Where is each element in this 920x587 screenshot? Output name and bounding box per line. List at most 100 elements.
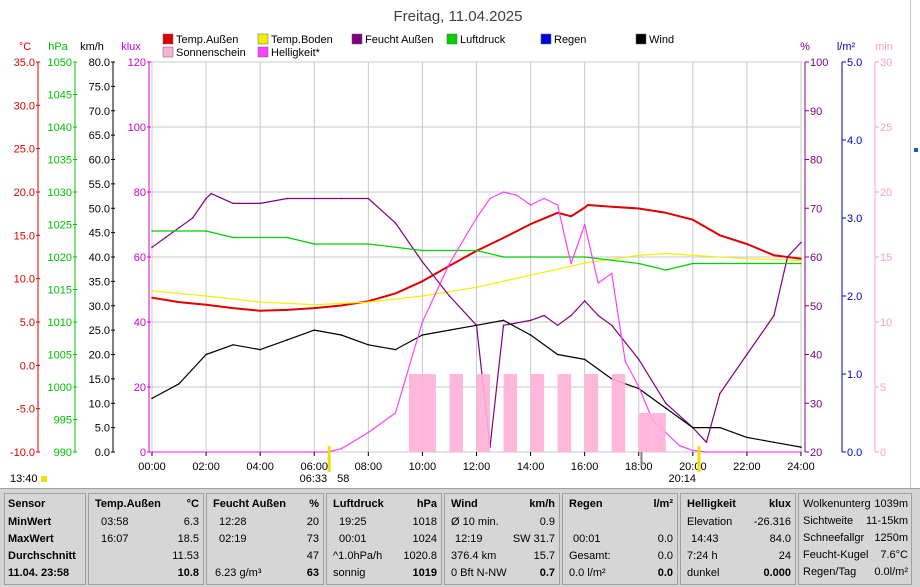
data-point [448,262,451,265]
axis-tick-temp: 10.0 [14,274,35,286]
data-point [529,274,532,277]
axis-tick-kmh: 5.0 [95,423,110,435]
sunshine-bar [408,374,423,452]
data-point [448,329,451,331]
data-point [151,296,153,299]
temp-header: Temp.Außen [95,498,161,510]
sunrise-min: 58 [337,473,349,485]
data-point [746,243,748,245]
data-point [564,239,567,242]
data-point [286,309,289,311]
data-point [191,217,194,219]
series-feuchtauen [151,193,802,448]
sunshine-bar [652,413,666,452]
axis-tick-pct: 40 [810,350,822,362]
axis-tick-hpa: 1040 [48,122,72,134]
axis-tick-klux: 100 [128,122,146,134]
axis-unit-min: min [875,41,893,53]
regen-header: Regen [569,498,603,510]
luft-unit: hPa [416,498,437,510]
right-scroll-strip[interactable] [910,0,920,488]
data-point [800,259,802,262]
data-point [475,286,478,289]
wind-current: 0.7 [539,567,555,579]
legend-label: Wind [649,34,674,46]
axis-tick-lm2: 0.0 [847,447,862,459]
strip-indicator [914,148,918,152]
data-point [232,307,234,309]
data-point [178,301,180,303]
sunshine-bar [449,374,463,452]
axis-tick-min: 25 [880,122,892,134]
axis-tick-temp: 0.0 [20,360,35,372]
data-point [286,197,289,200]
data-point [705,441,708,444]
stats-col-feucht: Feucht Außen % 12:28 20 02:19 73 47 6.23… [206,493,324,585]
feucht-header: Feucht Außen [213,498,286,510]
regen-day: 0.0 l/m² [569,567,606,579]
x-tick-label: 12:00 [463,461,491,473]
data-point [394,292,397,295]
axis-tick-kmh: 15.0 [89,374,110,386]
data-point [340,197,343,200]
data-point [258,309,261,312]
data-point [367,197,370,200]
data-point [692,254,694,257]
legend-swatch [540,33,552,45]
right-axes: %1009080706050403020l/m²5.04.03.02.01.00… [800,41,893,459]
sun-markers: 13:40 06:33 58 20:14 [10,446,701,485]
data-point [529,223,532,225]
data-point [597,314,599,317]
legend-swatch [257,46,269,58]
sunshine-bar [422,374,436,452]
luft-header: Luftdruck [333,498,384,510]
sunshine-bar [557,374,572,452]
feucht-avg: 47 [306,550,319,562]
axis-tick-pct: 60 [810,252,822,264]
hell-max: 84.0 [769,533,791,545]
temp-avg: 11.53 [172,550,199,562]
data-point [394,222,397,224]
axis-tick-pct: 70 [810,203,822,215]
data-point [773,441,775,444]
regen-max: 0.0 [657,533,673,545]
temp-current: 10.8 [177,567,199,579]
data-point [164,236,167,239]
axis-tick-lm2: 5.0 [847,57,862,69]
data-point [583,223,586,226]
chart-series [151,191,802,453]
data-point [151,397,153,400]
data-point [637,386,640,388]
data-point [570,262,572,265]
axis-tick-hpa: 1025 [48,220,72,232]
axis-tick-klux: 40 [134,317,146,329]
axis-tick-hpa: 995 [54,415,72,427]
temp-min-val: 6.3 [183,516,199,528]
hell-unit: klux [768,498,791,510]
wind-header: Wind [451,498,478,510]
legend-label: Feucht Außen [365,34,434,46]
data-point [340,304,343,307]
data-point [746,353,748,356]
data-point [543,314,545,317]
extra-label-1: Sichtweite [803,515,854,527]
data-point [286,236,289,239]
hell-duration: 7:24 h [687,550,718,562]
temp-min-time: 03:58 [101,516,129,528]
data-point [543,197,545,200]
extra-label-3: Feucht-Kugel [803,549,869,561]
legend-swatch [635,33,647,45]
x-tick-label: 22:00 [733,461,761,473]
row-label-current: 11.04. 23:58 [8,567,70,579]
axis-tick-temp: 20.0 [14,187,35,199]
stats-col-regen: Regen l/m² 00:01 0.0 Gesamt: 0.0 0.0 l/m… [562,493,678,585]
wind-gust: SW 31.7 [512,533,555,545]
data-point [232,202,234,205]
data-point [259,348,261,351]
extra-val-3: 7.6°C [880,549,908,561]
hell-elev: -26.316 [753,516,791,528]
data-point [624,360,627,362]
data-point [421,321,424,323]
axis-tick-kmh: 25.0 [89,325,110,337]
data-point [529,319,532,322]
